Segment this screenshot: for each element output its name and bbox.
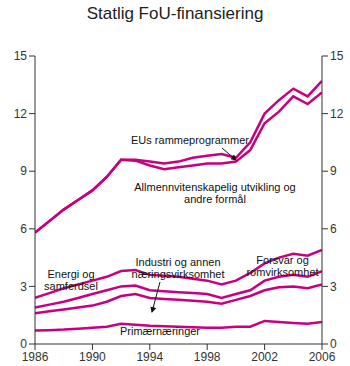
svg-text:6: 6	[20, 222, 27, 236]
html-text:Primærnæringer: Primærnæringer	[120, 325, 200, 337]
svg-text:12: 12	[14, 107, 28, 121]
svg-text:15: 15	[330, 49, 342, 63]
html-text:Forsvar og romvirksomhet: Forsvar og romvirksomhet	[246, 254, 319, 278]
svg-text:12: 12	[330, 107, 342, 121]
svg-text:1994: 1994	[136, 350, 163, 364]
svg-text:9: 9	[330, 164, 337, 178]
svg-text:2006: 2006	[309, 350, 336, 364]
html-text:EUs rammeprogrammer: EUs rammeprogrammer	[131, 134, 249, 146]
svg-text:0: 0	[330, 337, 337, 351]
svg-text:9: 9	[20, 164, 27, 178]
html-text:Industri og annen næringsvirks: Industri og annen næringsvirksomhet	[131, 256, 225, 280]
html-text:Allmennvitenskapelig utvikling: Allmennvitenskapelig utvikling og andre …	[134, 181, 296, 205]
html-text:Energi og samferdsel: Energi og samferdsel	[44, 268, 98, 292]
svg-text:2002: 2002	[251, 350, 278, 364]
svg-text:3: 3	[330, 280, 337, 294]
svg-text:1998: 1998	[194, 350, 221, 364]
svg-text:3: 3	[20, 280, 27, 294]
svg-text:6: 6	[330, 222, 337, 236]
svg-text:15: 15	[14, 49, 28, 63]
svg-text:0: 0	[20, 337, 27, 351]
html-text:Statlig FoU-finansiering: Statlig FoU-finansiering	[86, 4, 264, 23]
svg-text:1986: 1986	[22, 350, 49, 364]
svg-text:1990: 1990	[79, 350, 106, 364]
